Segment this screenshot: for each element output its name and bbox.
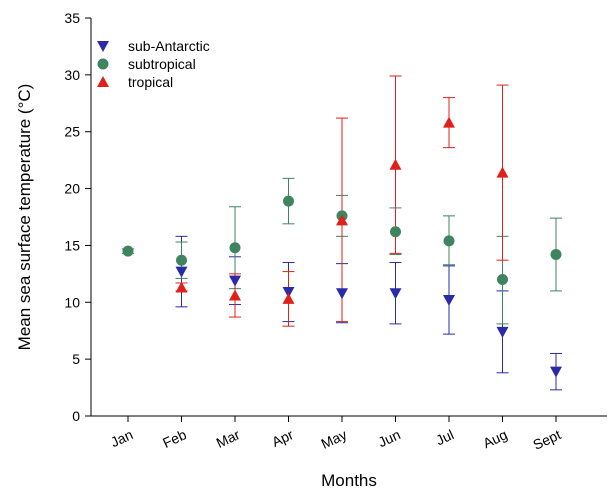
legend-label: sub-Antarctic bbox=[128, 38, 210, 54]
legend-marker bbox=[97, 76, 109, 87]
subtropical-point bbox=[283, 195, 294, 207]
sub-antarctic-point bbox=[550, 366, 562, 378]
sub-antarctic-point bbox=[175, 266, 188, 278]
tropical-point bbox=[389, 158, 402, 170]
subtropical-point bbox=[550, 249, 562, 261]
subtropical-point bbox=[229, 242, 241, 254]
y-tick-label: 15 bbox=[64, 237, 80, 253]
x-tick-label: Jan bbox=[108, 426, 135, 450]
legend-marker bbox=[97, 58, 109, 70]
y-tick-label: 0 bbox=[72, 408, 80, 424]
x-tick-label: Mar bbox=[214, 426, 243, 451]
legend: sub-Antarctic subtropical tropical bbox=[97, 38, 210, 90]
y-ticks: 0 5 10 15 20 25 30 35 bbox=[64, 10, 91, 424]
x-tick-label: May bbox=[319, 426, 350, 452]
sub-antarctic-point bbox=[443, 295, 455, 307]
sub-antarctic-point bbox=[496, 326, 509, 338]
legend-label: tropical bbox=[128, 74, 173, 90]
subtropical-point bbox=[497, 274, 508, 286]
sub-antarctic-point bbox=[229, 275, 241, 287]
y-tick-label: 35 bbox=[64, 10, 80, 26]
subtropical-point bbox=[443, 235, 455, 247]
sub-antarctic-point bbox=[336, 288, 348, 300]
tropical-point bbox=[282, 292, 295, 304]
x-tick-label: Aug bbox=[480, 426, 509, 451]
sub-antarctic-point bbox=[282, 287, 295, 299]
y-tick-label: 10 bbox=[64, 294, 80, 310]
x-tick-label: Apr bbox=[269, 426, 296, 450]
tropical-point bbox=[229, 289, 241, 301]
subtropical-point bbox=[122, 245, 134, 257]
tropical-point bbox=[496, 166, 509, 178]
subtropical-point bbox=[390, 226, 401, 238]
error-bars-layer bbox=[122, 75, 562, 391]
tropical-point bbox=[336, 214, 348, 226]
subtropical-point bbox=[176, 254, 187, 266]
y-axis-title: Mean sea surface temperature (°C) bbox=[15, 84, 34, 351]
legend-marker bbox=[97, 41, 109, 52]
x-tick-label: Sept bbox=[530, 426, 563, 453]
x-ticks: Jan Feb Mar Apr May Jun Jul Aug Sept bbox=[108, 416, 563, 453]
x-tick-label: Jul bbox=[433, 426, 456, 448]
y-tick-label: 20 bbox=[64, 181, 80, 197]
tropical-point bbox=[175, 281, 188, 293]
markers-layer bbox=[122, 116, 562, 378]
axes bbox=[90, 18, 607, 417]
x-tick-label: Feb bbox=[160, 426, 189, 451]
y-tick-label: 30 bbox=[64, 67, 80, 83]
legend-label: subtropical bbox=[128, 56, 196, 72]
y-tick-label: 5 bbox=[72, 351, 80, 367]
x-tick-label: Jun bbox=[376, 426, 403, 450]
tropical-point bbox=[443, 116, 455, 128]
sub-antarctic-point bbox=[389, 288, 402, 300]
x-axis-title: Months bbox=[321, 471, 377, 490]
y-tick-label: 25 bbox=[64, 124, 80, 140]
